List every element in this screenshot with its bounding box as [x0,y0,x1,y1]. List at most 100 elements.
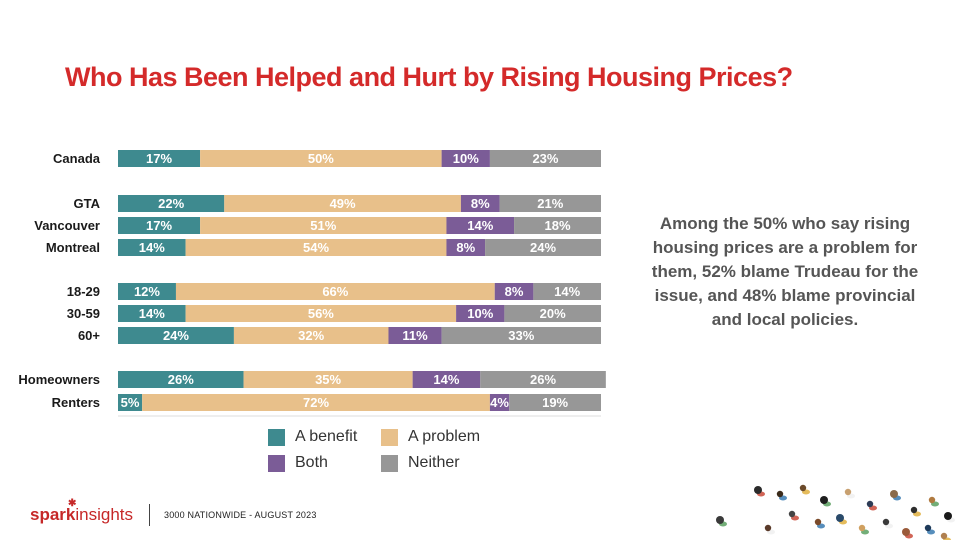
person-icon [924,524,932,532]
footer-sample-text: 3000 NATIONWIDE - AUGUST 2023 [164,510,317,520]
row-label-homeowners: Homeowners [18,372,100,387]
row-label-gta: GTA [74,196,101,211]
legend-item-both: Both [268,454,328,472]
legend-label-neither: Neither [408,454,460,471]
person-icon [844,488,852,496]
bar-segment-neither [441,327,601,344]
row-label-renters: Renters [52,395,100,410]
data-label: 49% [330,196,356,211]
data-label: 51% [310,218,336,233]
bar-segment-a-benefit [118,283,176,300]
bar-segment-neither [485,239,601,256]
data-label: 10% [453,151,479,166]
person-icon [940,532,948,540]
data-label: 14% [433,372,459,387]
data-label: 20% [540,306,566,321]
data-label: 54% [303,240,329,255]
bar-segment-a-benefit [118,327,234,344]
person-icon [928,496,936,504]
person-icon [902,528,910,536]
data-label: 24% [163,328,189,343]
bar-segment-both [412,371,481,388]
chart-title: Who Has Been Helped and Hurt by Rising H… [65,62,793,92]
bar-segment-a-benefit [118,195,225,212]
bar-segment-a-problem [224,195,461,212]
bar-segment-a-benefit [118,394,143,411]
bar-segment-both [456,305,505,322]
bar-segment-a-problem [185,305,457,322]
bar-segment-a-problem [233,327,389,344]
data-label: 5% [121,395,140,410]
person-icon [764,524,772,532]
person-icon [814,518,822,526]
data-label: 4% [490,395,509,410]
row-label-montreal: Montreal [46,240,100,255]
data-label: 50% [308,151,334,166]
data-label: 17% [146,151,172,166]
bar-segment-both [489,394,510,411]
bar-segment-both [446,217,515,234]
row-label-30-59: 30-59 [67,306,100,321]
data-label: 14% [139,306,165,321]
legend-swatch-benefit [268,428,285,446]
person-icon [799,484,807,492]
data-label: 17% [146,218,172,233]
row-label-60-: 60+ [78,328,100,343]
bar-segment-a-problem [243,371,413,388]
data-label: 23% [532,151,558,166]
data-label: 10% [467,306,493,321]
person-icon [890,490,898,498]
bar-segment-both [446,239,486,256]
legend-swatch-both [268,454,285,472]
bar-segment-neither [509,394,601,411]
data-label: 26% [168,372,194,387]
bar-segment-a-benefit [118,150,201,167]
legend-item-benefit: A benefit [268,428,357,446]
bar-segment-a-problem [200,217,447,234]
person-icon [788,510,796,518]
data-label: 22% [158,196,184,211]
logo-spark-text: spark [30,505,76,524]
data-label: 14% [139,240,165,255]
data-label: 26% [530,372,556,387]
data-label: 19% [542,395,568,410]
legend-swatch-neither [381,454,398,472]
bar-segment-a-benefit [118,371,244,388]
data-label: 11% [402,328,428,343]
person-icon [754,486,762,494]
bar-segment-neither [489,150,601,167]
data-label: 72% [303,395,329,410]
person-icon [944,512,952,520]
data-label: 33% [508,328,534,343]
person-icon [776,490,784,498]
bar-segment-neither [514,217,601,234]
person-icon [820,496,828,504]
logo-insights-text: insights [75,505,134,524]
bar-segment-both [494,283,534,300]
data-label: 8% [471,196,490,211]
crowd-illustration [716,484,955,540]
legend-item-problem: A problem [381,428,480,446]
logo-star-icon: ✱ [68,498,77,509]
person-icon [716,516,724,524]
legend-item-neither: Neither [381,454,460,472]
data-label: 8% [456,240,475,255]
spark-insights-logo: spark ✱ insights [30,498,134,525]
data-label: 56% [308,306,334,321]
legend-swatch-problem [381,428,398,446]
data-label: 66% [322,284,348,299]
data-label: 8% [505,284,524,299]
bar-segment-a-problem [200,150,442,167]
data-label: 14% [467,218,493,233]
bar-segment-neither [480,371,606,388]
person-icon [882,518,890,526]
bar-segment-a-benefit [118,217,201,234]
person-icon [866,500,874,508]
data-label: 24% [530,240,556,255]
row-label-18-29: 18-29 [67,284,100,299]
data-label: 14% [554,284,580,299]
legend-label-problem: A problem [408,428,481,445]
bar-segment-neither [533,283,601,300]
bar-segment-a-problem [185,239,447,256]
